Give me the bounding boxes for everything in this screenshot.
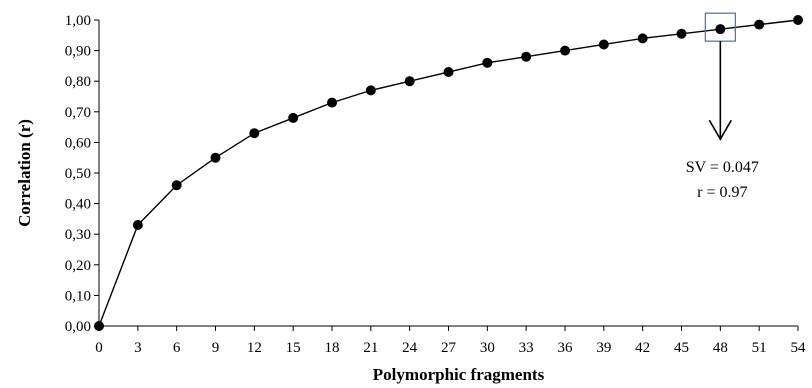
data-point: [210, 152, 221, 163]
x-axis-title: Polymorphic fragments: [373, 365, 545, 384]
x-tick-label: 9: [212, 340, 220, 356]
x-tick-label: 48: [713, 340, 728, 356]
x-tick-label: 39: [596, 340, 611, 356]
data-point: [560, 45, 570, 56]
y-tick-label: 0,30: [65, 227, 91, 243]
x-tick-label: 36: [558, 340, 574, 356]
arrow-down-icon: [708, 119, 733, 141]
y-axis-ticks: 0,00 0,10 0,20 0,30 0,40 0,50 0,60 0,70 0,80 0,90…: [65, 13, 99, 335]
y-tick-label: 0,70: [65, 105, 91, 121]
y-tick-label: 0,20: [65, 258, 91, 274]
y-tick-label: 0,50: [65, 166, 91, 182]
x-tick-label: 45: [674, 340, 689, 356]
x-tick-label: 42: [635, 340, 650, 356]
x-tick-label: 12: [247, 340, 262, 356]
x-axis-ticks: 0 3 6 9 12 15 18 21 24 27 30 33 36 39 42 45 48 51 54: [95, 326, 806, 356]
data-point: [637, 33, 648, 44]
x-tick-label: 15: [286, 340, 301, 356]
data-points: [94, 15, 803, 331]
data-point: [482, 57, 493, 68]
y-tick-label: 0,00: [65, 319, 91, 335]
data-point: [598, 39, 609, 50]
data-point: [793, 15, 803, 25]
data-point: [754, 19, 765, 30]
x-tick-label: 27: [441, 340, 457, 356]
y-tick-label: 0,80: [65, 74, 91, 90]
data-point: [288, 112, 299, 123]
annotation-r-text: r = 0.97: [697, 184, 747, 201]
y-axis-title: Correlation (r): [15, 119, 34, 227]
y-tick-label: 0,40: [65, 197, 91, 213]
annotation-sv-text: SV = 0.047: [686, 159, 759, 176]
data-point: [715, 24, 726, 35]
data-point: [327, 97, 337, 108]
data-point: [404, 76, 415, 87]
data-point: [171, 180, 182, 191]
y-tick-label: 1,00: [65, 13, 91, 29]
x-tick-label: 30: [480, 340, 495, 356]
x-tick-label: 24: [402, 340, 418, 356]
data-point: [443, 67, 454, 78]
data-point: [94, 321, 104, 331]
x-tick-label: 18: [325, 340, 340, 356]
x-tick-label: 21: [363, 340, 378, 356]
data-point: [132, 220, 143, 231]
x-tick-label: 33: [519, 340, 534, 356]
annotation: SV = 0.047 r = 0.97: [686, 12, 759, 201]
data-point: [365, 85, 376, 96]
y-tick-label: 0,10: [65, 288, 91, 304]
data-point: [521, 51, 532, 62]
y-tick-label: 0,90: [65, 44, 91, 60]
x-tick-label: 6: [173, 340, 181, 356]
x-tick-label: 3: [134, 340, 142, 356]
data-point: [676, 28, 687, 39]
data-point: [249, 128, 260, 139]
x-tick-label: 51: [752, 340, 767, 356]
x-tick-label: 54: [791, 340, 807, 356]
x-tick-label: 0: [95, 340, 103, 356]
y-tick-label: 0,60: [65, 135, 91, 151]
